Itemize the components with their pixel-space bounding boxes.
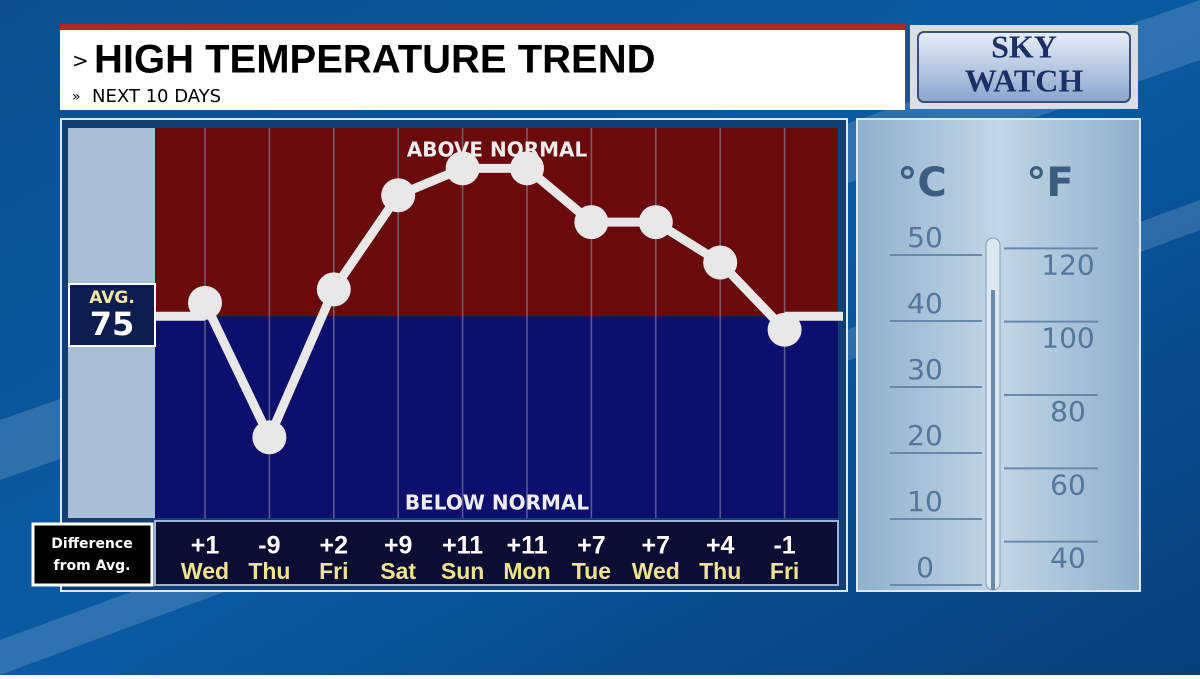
point [703, 245, 738, 280]
value-label: +9 [384, 532, 413, 560]
average-box [68, 283, 156, 347]
fahrenheit-unit: °F [1026, 160, 1073, 206]
point [638, 205, 673, 240]
header-accent [60, 24, 905, 30]
logo-text: WATCH [965, 62, 1084, 98]
value-label: +2 [320, 532, 349, 560]
day-label: Wed [632, 558, 680, 584]
point [445, 151, 480, 186]
mercury [991, 290, 995, 590]
day-label: Wed [181, 558, 229, 584]
point [316, 272, 351, 307]
value-label: +11 [506, 532, 547, 560]
fahrenheit-label: 40 [1050, 542, 1086, 575]
day-label: Fri [770, 558, 799, 584]
celsius-unit: °C [897, 160, 946, 206]
row-label: Difference from Avg. [51, 536, 132, 574]
header-bar [60, 24, 905, 110]
value-label: +7 [577, 532, 606, 560]
fahrenheit-label: 100 [1041, 322, 1094, 355]
celsius-label: 10 [907, 485, 943, 518]
title: HIGH TEMPERATURE TREND [94, 38, 655, 82]
day-label: Sun [441, 558, 484, 584]
day-label: Mon [503, 558, 550, 584]
below-label: BELOW NORMAL [405, 491, 589, 515]
average-value: 75 [90, 305, 135, 343]
value-label: -9 [258, 532, 280, 560]
chart: ABOVE NORMAL BELOW NORMAL AVG.75 Difference… [31, 128, 843, 587]
point [381, 178, 416, 213]
celsius-label: 40 [907, 287, 943, 320]
above-label: ABOVE NORMAL [407, 138, 588, 162]
chevron: > [72, 49, 89, 73]
point [767, 312, 802, 347]
point [252, 420, 287, 455]
point [510, 151, 544, 186]
celsius-label: 50 [907, 221, 943, 254]
chevron: » [72, 89, 81, 105]
day-label: Tue [572, 558, 611, 584]
value-label: +1 [191, 532, 220, 560]
day-label: Fri [319, 558, 348, 584]
logo-text: SKY [991, 28, 1057, 64]
point [188, 285, 222, 320]
value-label: +4 [706, 532, 735, 560]
logo [917, 31, 1131, 103]
celsius-label: 30 [907, 353, 943, 386]
day-label: Thu [699, 558, 741, 584]
point [574, 205, 609, 240]
value-label: +7 [642, 532, 671, 560]
average-label: AVG. [89, 288, 135, 308]
row-label-box [31, 522, 154, 587]
fahrenheit-label: 120 [1041, 248, 1094, 281]
trend-line [200, 163, 788, 442]
fahrenheit-label: 80 [1050, 395, 1086, 428]
subtitle: NEXT 10 DAYS [92, 86, 221, 107]
value-label: +11 [442, 532, 483, 560]
fahrenheit-label: 60 [1050, 468, 1086, 501]
label-row [154, 520, 839, 586]
celsius-label: 0 [916, 551, 934, 584]
day-label: Sat [380, 558, 416, 584]
value-label: -1 [773, 532, 795, 560]
day-label: Thu [248, 558, 290, 584]
celsius-label: 20 [907, 419, 943, 452]
